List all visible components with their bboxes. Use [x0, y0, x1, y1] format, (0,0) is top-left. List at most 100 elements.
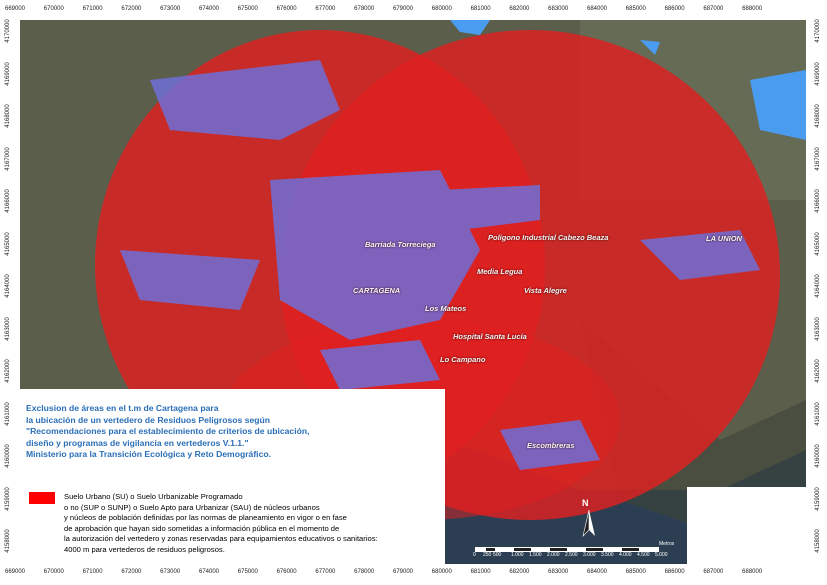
scale-label: 3.500: [601, 552, 614, 558]
legend-title-line: "Recomendaciones para el establecimiento…: [26, 426, 310, 436]
easting-tick-label: 676000: [276, 6, 297, 12]
urban-escombreras: [500, 420, 600, 470]
water-small-north: [640, 40, 660, 55]
easting-tick-label: 688000: [742, 6, 763, 12]
easting-tick-label: 671000: [82, 6, 103, 12]
northing-tick-label: 4158000: [815, 529, 821, 553]
legend-item-line: de aprobación que hayan sido sometidas a…: [64, 523, 340, 533]
northing-tick-label: 4167000: [5, 146, 11, 171]
northing-tick-label: 4168000: [815, 104, 821, 128]
scale-label: 2.000: [547, 552, 560, 558]
easting-tick-label: 669000: [4, 569, 26, 575]
northing-tick-label: 4161000: [815, 401, 821, 426]
scale-label: 2.500: [565, 552, 578, 558]
easting-tick-label: 682000: [509, 6, 530, 12]
scale-label: 4.000: [619, 552, 632, 558]
easting-tick-label: 674000: [198, 569, 220, 575]
scale-label: 3.000: [583, 552, 596, 558]
easting-tick-label: 677000: [315, 569, 336, 575]
northing-tick-label: 4159000: [815, 486, 821, 511]
urban-cartagena: [270, 170, 480, 340]
place-los-mateos: Los Mateos: [425, 304, 467, 313]
northing-tick-label: 4169000: [5, 61, 11, 86]
easting-tick-label: 676000: [276, 569, 297, 575]
northing-tick-label: 4160000: [5, 444, 11, 468]
northing-tick-label: 4164000: [5, 274, 11, 298]
easting-tick-label: 674000: [198, 6, 220, 12]
northing-tick-label: 4162000: [5, 359, 11, 383]
northing-tick-label: 4169000: [815, 61, 821, 86]
northing-tick-label: 4164000: [815, 274, 821, 298]
easting-tick-label: 686000: [664, 6, 685, 12]
scale-label: 1.000: [511, 552, 524, 558]
place-lo-campano: Lo Campano: [440, 355, 486, 364]
easting-tick-label: 685000: [625, 569, 646, 575]
legend-title-line: Exclusion de áreas en el t.m de Cartagen…: [26, 403, 219, 413]
easting-tick-label: 681000: [470, 569, 491, 575]
water-northeast: [750, 70, 806, 140]
place-la-union: LA UNION: [706, 234, 742, 243]
legend-item-line: 4000 m para vertederos de residuos pelig…: [64, 544, 225, 554]
legend-title-line: la ubicación de un vertedero de Residuos…: [26, 414, 271, 425]
easting-tick-label: 678000: [354, 569, 375, 575]
legend-item-line: la autorización del vertedero y zonas re…: [64, 534, 378, 543]
easting-tick-label: 687000: [703, 569, 724, 575]
north-label: N: [582, 498, 589, 508]
scale-segment: [639, 547, 659, 552]
easting-tick-label: 673000: [160, 569, 181, 575]
place-media-legua: Media Legua: [477, 267, 523, 276]
northing-tick-label: 4166000: [815, 189, 821, 213]
water-north: [450, 20, 490, 35]
place-barriada-torreciega: Barriada Torreciega: [365, 240, 436, 249]
easting-tick-label: 686000: [664, 569, 685, 575]
easting-tick-label: 684000: [586, 569, 608, 575]
northing-tick-label: 4162000: [815, 359, 821, 383]
scale-label: 1.500: [529, 552, 542, 558]
northing-tick-label: 4166000: [5, 189, 11, 213]
easting-tick-label: 679000: [392, 6, 414, 12]
scale-label: 250: [483, 552, 492, 558]
legend-title-line: Ministerio para la Transición Ecológica …: [26, 449, 271, 459]
place-vista-alegre: Vista Alegre: [524, 286, 567, 295]
place-poligono: Polígono Industrial Cabezo Beaza: [488, 233, 609, 242]
scale-bar: 0 250 500 1.000 1.500 2.000 2.500 3.000 3.500 4.0…: [473, 541, 680, 561]
legend-item-exclusion: Suelo Urbano (SU) o Suelo Urbanizable Pr…: [64, 492, 444, 555]
easting-tick-label: 685000: [625, 6, 646, 12]
legend-panel: Exclusion de áreas en el t.m de Cartagen…: [20, 389, 445, 564]
urban-areas: [120, 60, 760, 470]
easting-tick-label: 672000: [121, 569, 142, 575]
easting-tick-label: 675000: [237, 6, 258, 12]
scale-label: 4.500: [637, 552, 650, 558]
scale-label: 500: [493, 552, 502, 558]
easting-tick-label: 670000: [43, 6, 64, 12]
northing-tick-label: 4160000: [815, 444, 821, 468]
easting-tick-label: 687000: [703, 6, 724, 12]
easting-tick-label: 681000: [470, 6, 491, 12]
northing-tick-label: 4170000: [5, 19, 11, 43]
northing-tick-label: 4168000: [5, 104, 11, 128]
northing-tick-label: 4163000: [815, 316, 821, 341]
easting-tick-label: 673000: [160, 6, 181, 12]
legend-title: Exclusion de áreas en el t.m de Cartagen…: [26, 403, 386, 461]
easting-tick-label: 678000: [354, 6, 375, 12]
easting-tick-label: 677000: [315, 6, 336, 12]
north-arrow: N: [577, 498, 601, 538]
easting-tick-label: 675000: [237, 569, 258, 575]
urban-poligono: [440, 185, 540, 230]
scale-label: 0: [473, 552, 476, 558]
easting-tick-label: 669000: [4, 6, 26, 12]
easting-tick-label: 684000: [586, 6, 608, 12]
legend-item-line: Suelo Urbano (SU) o Suelo Urbanizable Pr…: [64, 492, 243, 501]
water-bodies: [450, 20, 806, 140]
easting-tick-label: 680000: [431, 569, 452, 575]
scale-unit: Metros: [659, 541, 675, 547]
northing-tick-label: 4159000: [5, 486, 11, 511]
legend-title-line: diseño y programas de vigilancia en vert…: [26, 437, 249, 448]
northing-tick-label: 4161000: [5, 401, 11, 426]
easting-tick-label: 679000: [392, 569, 414, 575]
legend-item-line: y núcleos de población definidas por las…: [64, 513, 347, 522]
northing-tick-label: 4167000: [815, 146, 821, 171]
legend-swatch-exclusion: [29, 492, 55, 504]
urban-west: [120, 250, 260, 310]
